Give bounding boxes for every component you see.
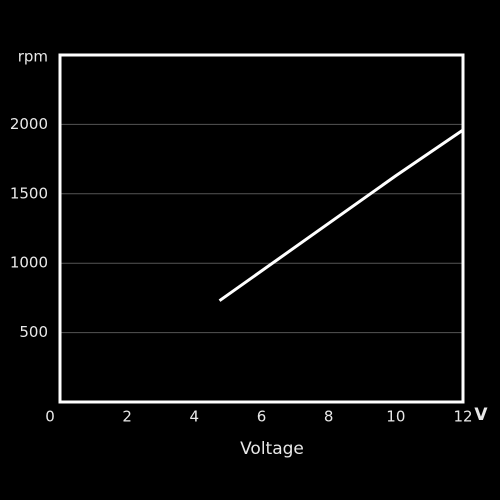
y-tick-label: 500 — [19, 323, 48, 341]
y-tick-label: 1000 — [10, 254, 48, 272]
plot-frame — [58, 53, 465, 404]
x-tick-label: 0 — [45, 408, 55, 426]
x-tick-label: 12 — [453, 408, 472, 426]
x-axis-label: Voltage — [240, 439, 304, 459]
x-tick-label: 2 — [122, 408, 132, 426]
y-unit: rpm — [18, 48, 48, 66]
y-tick-label: 1500 — [10, 184, 48, 202]
x-tick-label: 4 — [190, 408, 200, 426]
x-tick-label: 10 — [386, 408, 405, 426]
data-line — [218, 128, 464, 302]
x-unit: V — [474, 405, 488, 425]
x-tick-label: 6 — [257, 408, 267, 426]
x-tick-label: 8 — [324, 408, 334, 426]
y-tick-label: 2000 — [10, 115, 48, 133]
